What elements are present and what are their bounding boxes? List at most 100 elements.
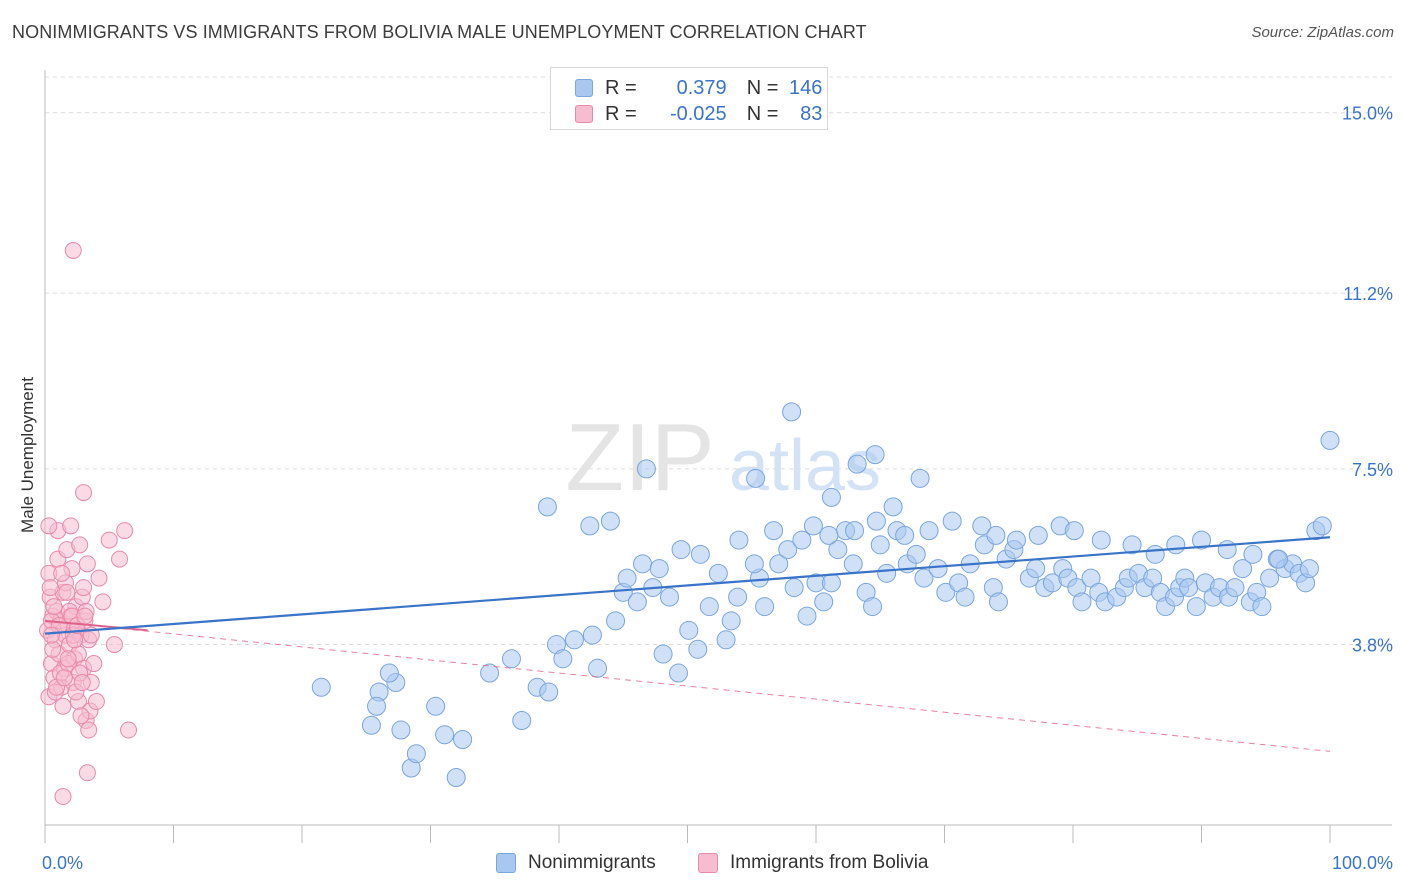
data-point-nonimmigrants — [582, 625, 602, 645]
data-point-nonimmigrants — [863, 597, 883, 617]
data-point-bolivia — [80, 721, 98, 739]
data-point-nonimmigrants — [895, 525, 915, 545]
data-point-nonimmigrants — [617, 568, 637, 588]
data-point-nonimmigrants — [843, 554, 863, 574]
data-point-nonimmigrants — [435, 725, 455, 745]
data-point-bolivia — [42, 626, 60, 644]
data-point-nonimmigrants — [708, 563, 728, 583]
legend-item-bolivia[interactable]: Immigrants from Bolivia — [698, 852, 929, 874]
chart-title: NONIMMIGRANTS VS IMMIGRANTS FROM BOLIVIA… — [12, 22, 867, 42]
series-immigrants-from-bolivia — [39, 241, 138, 806]
data-point-bolivia — [40, 517, 58, 535]
data-point-bolivia — [85, 655, 103, 673]
data-point-nonimmigrants — [746, 468, 766, 488]
data-point-nonimmigrants — [1064, 521, 1084, 541]
data-point-nonimmigrants — [600, 511, 620, 531]
data-point-nonimmigrants — [1192, 530, 1211, 550]
stats-row-bolivia: R = -0.025 N = 83 — [575, 102, 822, 126]
r-label: R = — [605, 76, 637, 99]
data-point-nonimmigrants — [361, 715, 381, 735]
y-tick-label: 3.8% — [1352, 636, 1393, 656]
data-point-nonimmigrants — [426, 696, 446, 716]
data-point-bolivia — [54, 788, 72, 806]
data-point-nonimmigrants — [928, 559, 948, 579]
data-point-nonimmigrants — [690, 544, 710, 564]
data-point-nonimmigrants — [1312, 516, 1332, 536]
legend-item-nonimmigrants[interactable]: Nonimmigrants — [496, 852, 656, 874]
data-point-nonimmigrants — [755, 597, 775, 617]
data-point-nonimmigrants — [1186, 597, 1206, 617]
data-point-nonimmigrants — [653, 644, 673, 664]
stats-legend: R = 0.379 N = 146 R = -0.025 N = 83 — [550, 67, 828, 130]
data-point-nonimmigrants — [1179, 578, 1199, 598]
data-point-bolivia — [90, 569, 108, 587]
swatch-pink — [575, 105, 593, 123]
trend-line-nonimmigrants — [44, 536, 1331, 635]
data-point-nonimmigrants — [919, 521, 939, 541]
data-point-nonimmigrants — [716, 630, 736, 650]
data-point-nonimmigrants — [1252, 597, 1272, 617]
data-point-nonimmigrants — [845, 521, 865, 541]
data-point-bolivia — [87, 693, 105, 711]
data-point-bolivia — [45, 598, 63, 616]
data-point-bolivia — [62, 517, 80, 535]
data-point-nonimmigrants — [1260, 568, 1280, 588]
data-point-bolivia — [111, 550, 129, 568]
data-point-bolivia — [120, 721, 138, 739]
y-tick-label: 7.5% — [1352, 460, 1393, 480]
data-point-nonimmigrants — [778, 540, 798, 560]
data-point-nonimmigrants — [1269, 549, 1289, 569]
data-point-bolivia — [100, 531, 118, 549]
source-label: Source: ZipAtlas.com — [1251, 24, 1394, 41]
data-point-bolivia — [54, 697, 72, 715]
data-point-nonimmigrants — [819, 525, 839, 545]
data-point-nonimmigrants — [588, 658, 608, 678]
data-point-nonimmigrants — [803, 516, 823, 536]
swatch-blue — [575, 79, 593, 97]
data-point-bolivia — [116, 522, 134, 540]
data-point-bolivia — [73, 674, 91, 692]
data-point-bolivia — [72, 707, 90, 725]
data-point-nonimmigrants — [379, 663, 399, 683]
data-point-bolivia — [66, 631, 84, 649]
data-point-bolivia — [41, 579, 59, 597]
data-point-nonimmigrants — [865, 445, 885, 465]
data-point-bolivia — [55, 669, 73, 687]
n-value: 83 — [800, 102, 823, 125]
data-point-nonimmigrants — [877, 563, 897, 583]
data-point-nonimmigrants — [636, 459, 656, 479]
data-point-nonimmigrants — [866, 511, 886, 531]
axes — [44, 70, 1392, 843]
data-point-nonimmigrants — [1072, 592, 1092, 612]
data-point-nonimmigrants — [821, 573, 841, 593]
data-point-nonimmigrants — [821, 487, 841, 507]
y-tick-label: 11.2% — [1343, 284, 1393, 304]
data-point-nonimmigrants — [649, 559, 669, 579]
data-point-nonimmigrants — [955, 587, 975, 607]
data-point-nonimmigrants — [910, 468, 930, 488]
data-point-bolivia — [71, 536, 89, 554]
data-point-bolivia — [59, 650, 77, 668]
data-point-nonimmigrants — [792, 530, 812, 550]
data-point-bolivia — [76, 607, 94, 625]
x-tick-label: 0.0% — [42, 853, 83, 873]
data-point-nonimmigrants — [367, 696, 387, 716]
trend-line-bolivia-extended — [44, 620, 1331, 752]
data-point-nonimmigrants — [633, 554, 653, 574]
data-point-nonimmigrants — [936, 582, 956, 602]
n-value: 146 — [789, 76, 823, 99]
data-point-nonimmigrants — [391, 720, 411, 740]
data-point-nonimmigrants — [580, 516, 600, 536]
data-point-nonimmigrants — [870, 535, 890, 555]
data-point-nonimmigrants — [480, 663, 500, 683]
data-point-nonimmigrants — [537, 497, 557, 517]
data-point-nonimmigrants — [986, 525, 1006, 545]
legend-label-nonimmigrants: Nonimmigrants — [528, 852, 656, 873]
data-point-bolivia — [105, 636, 123, 654]
data-point-bolivia — [64, 241, 82, 259]
data-point-nonimmigrants — [512, 711, 532, 731]
r-value: 0.379 — [676, 76, 727, 99]
data-point-nonimmigrants — [669, 663, 689, 683]
data-point-nonimmigrants — [606, 611, 626, 631]
